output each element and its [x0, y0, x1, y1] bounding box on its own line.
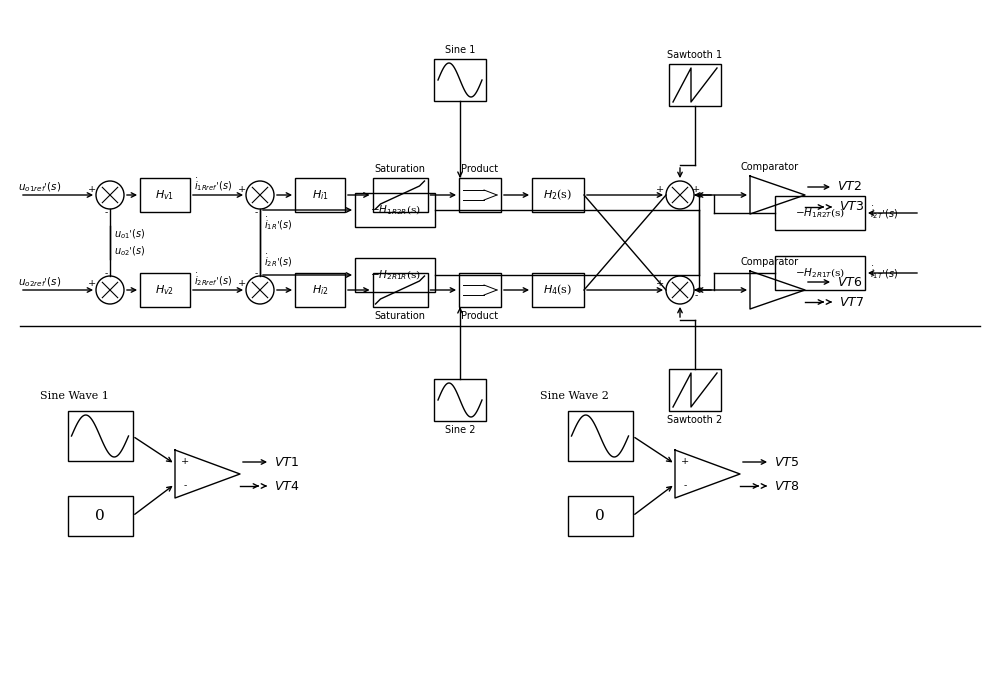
- Text: $-H_{2R1R}$(s): $-H_{2R1R}$(s): [370, 268, 420, 282]
- Bar: [140, 178, 190, 212]
- Text: $VT5$: $VT5$: [774, 455, 799, 468]
- Bar: [459, 273, 501, 307]
- Bar: [669, 64, 721, 106]
- Text: $VT7$: $VT7$: [839, 296, 864, 308]
- Text: +: +: [181, 457, 189, 466]
- Text: Sine 2: Sine 2: [445, 425, 475, 435]
- Text: +: +: [656, 280, 664, 289]
- Text: $-H_{1R2T}$(s): $-H_{1R2T}$(s): [795, 206, 845, 220]
- Text: $VT2$: $VT2$: [837, 180, 862, 193]
- Text: $\dot{i}_{2T}$'$(s)$: $\dot{i}_{2T}$'$(s)$: [870, 205, 898, 221]
- Text: $VT4$: $VT4$: [274, 480, 299, 493]
- Text: $H_{v2}$: $H_{v2}$: [155, 283, 175, 297]
- Text: $H_{i1}$: $H_{i1}$: [312, 188, 328, 202]
- Bar: [295, 178, 345, 212]
- Text: Comparator: Comparator: [741, 257, 799, 267]
- Text: $VT6$: $VT6$: [837, 276, 862, 289]
- Text: $\dot{i}_{1T}$'$(s)$: $\dot{i}_{1T}$'$(s)$: [870, 264, 898, 281]
- Text: $-H_{2R1T}$(s): $-H_{2R1T}$(s): [795, 266, 845, 280]
- Text: Sawtooth 2: Sawtooth 2: [667, 415, 723, 425]
- Bar: [669, 369, 721, 411]
- Text: $\dot{i}_{2Rref}$'$(s)$: $\dot{i}_{2Rref}$'$(s)$: [194, 271, 232, 288]
- Text: +: +: [88, 184, 96, 193]
- Text: $\dot{i}_{1Rref}$'$(s)$: $\dot{i}_{1Rref}$'$(s)$: [194, 177, 232, 193]
- Text: $H_2$(s): $H_2$(s): [543, 188, 573, 203]
- Text: $VT3$: $VT3$: [839, 200, 864, 214]
- Text: $H_{v1}$: $H_{v1}$: [155, 188, 175, 202]
- Bar: [68, 411, 132, 461]
- Text: +: +: [656, 184, 664, 193]
- Text: -: -: [254, 269, 258, 278]
- Text: $\dot{i}_{1R}$'$(s)$: $\dot{i}_{1R}$'$(s)$: [264, 216, 293, 232]
- Text: +: +: [692, 184, 700, 193]
- Bar: [295, 273, 345, 307]
- Text: -: -: [183, 482, 187, 491]
- Text: +: +: [238, 280, 246, 289]
- Bar: [775, 256, 865, 290]
- Text: $VT8$: $VT8$: [774, 480, 799, 493]
- Bar: [372, 178, 428, 212]
- Text: $-H_{1R2R}$(s): $-H_{1R2R}$(s): [370, 203, 420, 216]
- Text: $u_{o2}$'$(s)$: $u_{o2}$'$(s)$: [114, 244, 145, 258]
- Text: +: +: [238, 184, 246, 193]
- Bar: [532, 178, 584, 212]
- Text: $H_{i2}$: $H_{i2}$: [312, 283, 328, 297]
- Text: Sine Wave 2: Sine Wave 2: [540, 391, 609, 401]
- Text: Product: Product: [461, 164, 499, 174]
- Text: $u_{o1}$'$(s)$: $u_{o1}$'$(s)$: [114, 227, 145, 241]
- Bar: [434, 379, 486, 421]
- Bar: [775, 196, 865, 230]
- Bar: [355, 193, 435, 227]
- Bar: [532, 273, 584, 307]
- Text: +: +: [88, 280, 96, 289]
- Text: -: -: [683, 482, 687, 491]
- Text: 0: 0: [595, 509, 605, 523]
- Text: -: -: [254, 209, 258, 217]
- Text: Sine 1: Sine 1: [445, 45, 475, 55]
- Text: -: -: [694, 292, 698, 301]
- Bar: [355, 258, 435, 292]
- Text: +: +: [681, 457, 689, 466]
- Bar: [568, 496, 633, 536]
- Bar: [568, 411, 633, 461]
- Bar: [68, 496, 132, 536]
- Text: -: -: [104, 209, 108, 217]
- Text: Sawtooth 1: Sawtooth 1: [667, 50, 723, 60]
- Text: Saturation: Saturation: [374, 164, 426, 174]
- Bar: [434, 59, 486, 101]
- Text: $u_{o2ref}$'$(s)$: $u_{o2ref}$'$(s)$: [18, 275, 61, 289]
- Text: Sine Wave 1: Sine Wave 1: [40, 391, 109, 401]
- Text: $\dot{i}_{2R}$'$(s)$: $\dot{i}_{2R}$'$(s)$: [264, 253, 293, 269]
- Text: $H_4$(s): $H_4$(s): [543, 283, 573, 297]
- Text: 0: 0: [95, 509, 105, 523]
- Text: $u_{o1ref}$'$(s)$: $u_{o1ref}$'$(s)$: [18, 180, 61, 193]
- Text: $VT1$: $VT1$: [274, 455, 299, 468]
- Bar: [372, 273, 428, 307]
- Bar: [140, 273, 190, 307]
- Text: Product: Product: [461, 311, 499, 321]
- Bar: [459, 178, 501, 212]
- Text: Comparator: Comparator: [741, 162, 799, 172]
- Text: -: -: [104, 269, 108, 278]
- Text: Saturation: Saturation: [374, 311, 426, 321]
